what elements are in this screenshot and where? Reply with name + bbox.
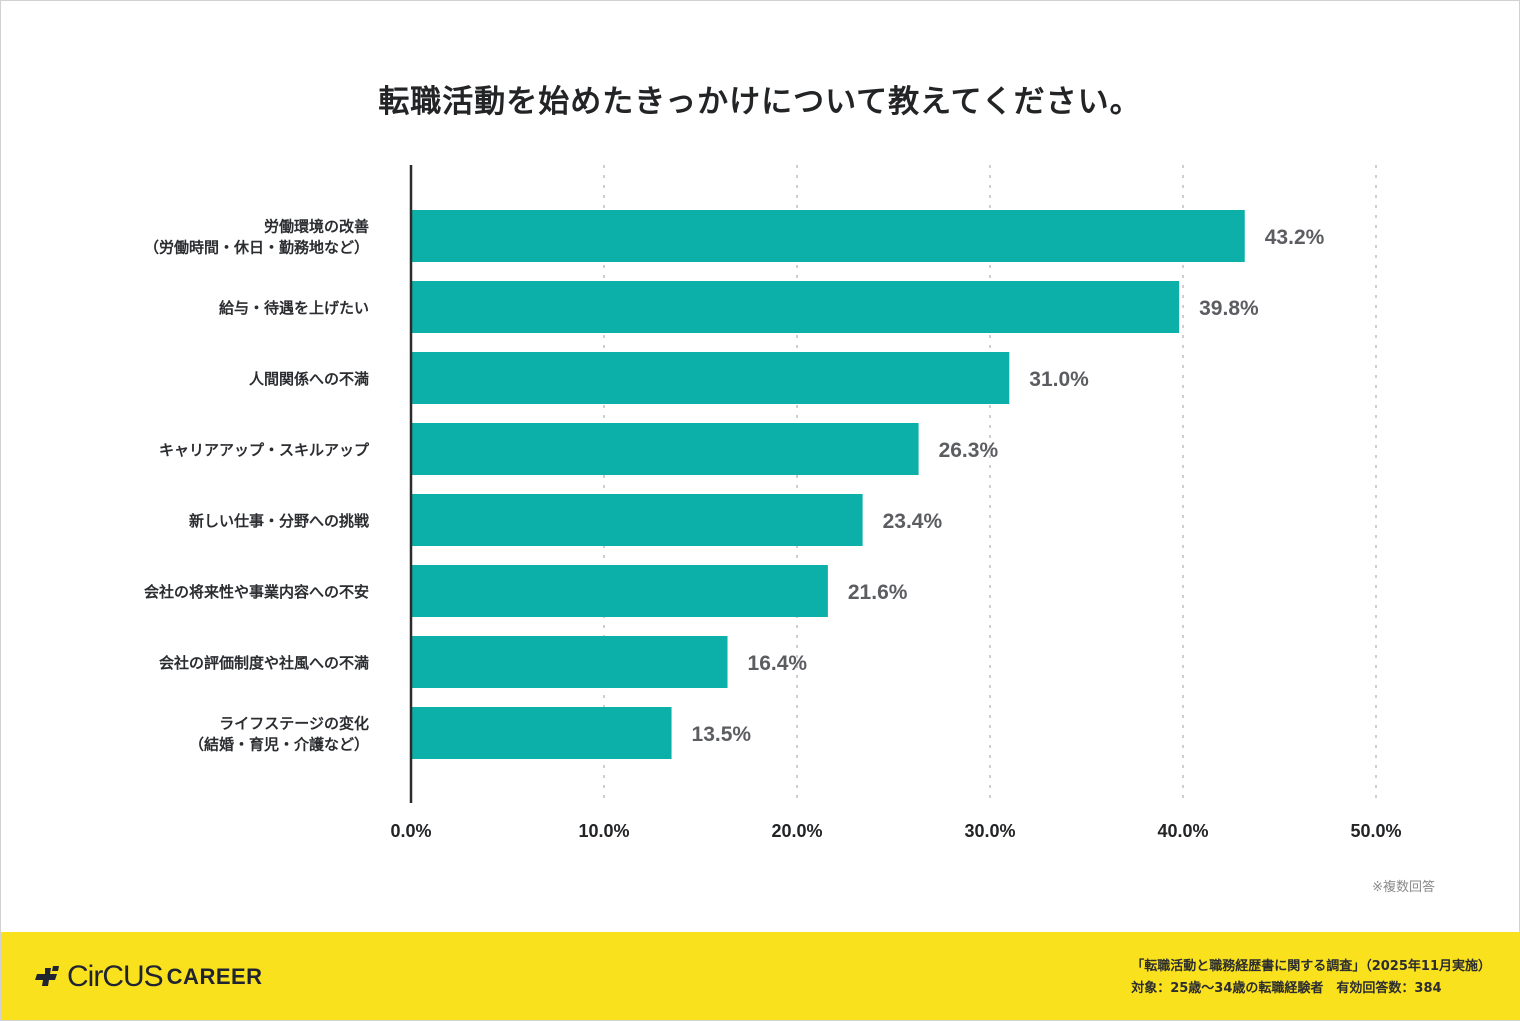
bars bbox=[411, 210, 1245, 759]
value-label: 26.3% bbox=[939, 439, 999, 462]
bar-chart: 労働環境の改善 （労働時間・休日・勤務地など） 給与・待遇を上げたい人間関係への不満… bbox=[144, 165, 1402, 841]
value-label: 16.4% bbox=[748, 652, 808, 675]
x-tick-label: 30.0% bbox=[964, 821, 1015, 841]
category-label: 労働環境の改善 bbox=[264, 218, 369, 236]
category-label: 会社の将来性や事業内容への不安 bbox=[144, 583, 369, 601]
circus-career-logo: CirCUS CAREER bbox=[33, 960, 263, 993]
x-tick-label: 0.0% bbox=[390, 821, 431, 841]
logo-wordmark: CirCUS bbox=[67, 960, 164, 993]
chart-title: 転職活動を始めたきっかけについて教えてください。 bbox=[378, 84, 1142, 120]
category-label: キャリアアップ・スキルアップ bbox=[159, 441, 370, 459]
bar bbox=[411, 423, 919, 475]
x-tick-label: 50.0% bbox=[1350, 821, 1401, 841]
value-labels: 43.2% 39.8% 31.0% 26.3% 23.4% 21.6% 16.4% 13.5% bbox=[692, 226, 1325, 746]
category-label: 人間関係への不満 bbox=[249, 370, 369, 388]
category-label: 新しい仕事・分野への挑戦 bbox=[189, 512, 370, 530]
bar bbox=[411, 210, 1245, 262]
value-label: 43.2% bbox=[1265, 226, 1325, 249]
value-label: 23.4% bbox=[883, 510, 943, 533]
bar bbox=[411, 494, 863, 546]
puzzle-logo-icon bbox=[35, 966, 59, 986]
gridlines bbox=[603, 165, 1377, 803]
value-label: 21.6% bbox=[848, 581, 908, 604]
category-labels: 労働環境の改善 （労働時間・休日・勤務地など） 給与・待遇を上げたい人間関係への不満… bbox=[144, 218, 370, 754]
value-label: 31.0% bbox=[1029, 368, 1089, 391]
x-tick-labels: 0.0% 10.0% 20.0% 30.0% 40.0% 50.0% bbox=[390, 821, 1401, 841]
survey-title: 「転職活動と職務経歴書に関する調査」（2025年11月実施） bbox=[1131, 959, 1491, 974]
logo-subword: CAREER bbox=[166, 964, 263, 989]
category-label: 会社の評価制度や社風への不満 bbox=[159, 654, 369, 672]
value-label: 13.5% bbox=[692, 723, 752, 746]
x-tick-label: 40.0% bbox=[1157, 821, 1208, 841]
bar bbox=[411, 281, 1180, 333]
bar bbox=[411, 636, 728, 688]
footer-band: CirCUS CAREER 「転職活動と職務経歴書に関する調査」（2025年11… bbox=[1, 932, 1519, 1020]
multiple-answer-note: ※複数回答 bbox=[1372, 880, 1435, 895]
bar bbox=[411, 707, 672, 759]
bar bbox=[411, 565, 828, 617]
category-label: 給与・待遇を上げたい bbox=[219, 299, 369, 317]
category-label: （労働時間・休日・勤務地など） bbox=[144, 239, 369, 257]
value-label: 39.8% bbox=[1199, 297, 1259, 320]
survey-target: 対象：25歳〜34歳の転職経験者 有効回答数：384 bbox=[1131, 981, 1442, 996]
category-label: （結婚・育児・介護など） bbox=[189, 736, 369, 754]
bar bbox=[411, 352, 1010, 404]
category-label: ライフステージの変化 bbox=[219, 715, 369, 733]
x-tick-label: 20.0% bbox=[771, 821, 822, 841]
survey-source: 「転職活動と職務経歴書に関する調査」（2025年11月実施） 対象：25歳〜34… bbox=[1131, 956, 1491, 1000]
x-tick-label: 10.0% bbox=[578, 821, 629, 841]
